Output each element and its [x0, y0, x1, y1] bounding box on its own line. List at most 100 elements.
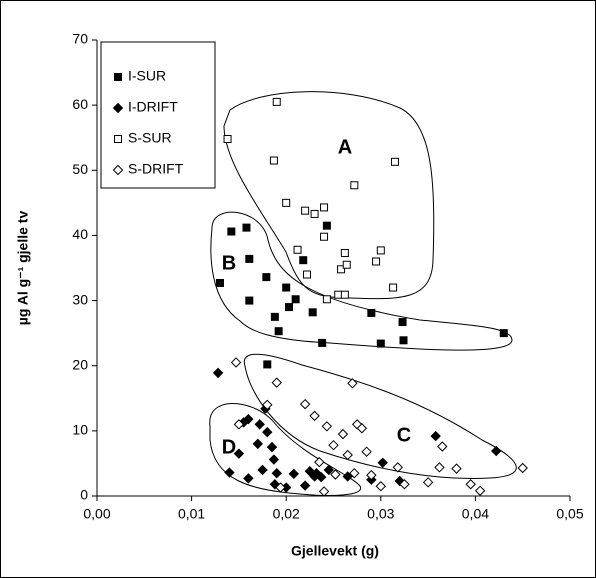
- x-tick-label: 0,00: [83, 506, 110, 522]
- point: [392, 462, 404, 473]
- x-axis-title: Gjellevekt (g): [291, 543, 379, 559]
- y-tick-label: 50: [72, 161, 88, 177]
- legend-marker: [112, 102, 124, 114]
- point: [437, 441, 448, 452]
- point: [342, 471, 353, 482]
- point: [262, 399, 273, 411]
- point: [342, 260, 351, 269]
- point: [320, 203, 329, 212]
- point: [254, 419, 265, 430]
- y-tick-label: 60: [72, 96, 88, 112]
- point: [465, 479, 476, 490]
- point: [233, 419, 245, 430]
- point: [334, 290, 343, 299]
- x-tick-label: 0,01: [178, 506, 205, 522]
- point: [224, 467, 235, 478]
- point: [215, 278, 224, 287]
- point: [282, 198, 291, 207]
- point: [337, 428, 349, 440]
- point: [230, 357, 242, 368]
- point: [340, 249, 349, 258]
- region-c: [243, 353, 517, 479]
- point: [328, 439, 339, 451]
- point: [399, 336, 408, 345]
- point: [375, 481, 387, 492]
- point: [299, 480, 311, 491]
- point: [499, 329, 508, 338]
- x-tick-label: 0,03: [367, 506, 394, 522]
- point: [491, 445, 502, 457]
- point: [274, 327, 283, 336]
- point: [252, 438, 264, 450]
- point: [376, 246, 385, 255]
- point: [310, 209, 319, 218]
- point: [434, 462, 445, 473]
- point: [347, 378, 358, 389]
- point: [422, 477, 434, 488]
- point: [430, 430, 441, 442]
- point: [272, 97, 281, 106]
- point: [282, 283, 291, 292]
- point: [271, 377, 282, 388]
- legend-marker: [114, 73, 122, 81]
- legend-label: I-DRIFT: [128, 99, 178, 115]
- point: [361, 446, 372, 457]
- region-label: D: [222, 436, 236, 458]
- region-label: A: [338, 136, 352, 158]
- point: [227, 227, 236, 236]
- y-tick-label: 30: [72, 291, 88, 307]
- point: [268, 454, 280, 465]
- y-axis-title: µg Al g⁻¹ gjelle tv: [15, 211, 31, 326]
- point: [350, 181, 359, 190]
- legend-marker: [112, 164, 124, 176]
- point: [309, 410, 320, 422]
- point: [367, 308, 376, 317]
- y-tick-label: 20: [72, 356, 88, 372]
- point: [451, 463, 462, 474]
- point: [342, 449, 353, 461]
- point: [399, 479, 410, 490]
- point: [243, 413, 254, 425]
- point: [318, 338, 327, 347]
- point: [323, 464, 334, 476]
- point: [351, 419, 363, 430]
- point: [270, 312, 279, 321]
- point: [301, 206, 310, 215]
- point: [330, 469, 341, 480]
- point: [212, 367, 224, 379]
- y-tick-label: 0: [80, 487, 88, 503]
- point: [266, 441, 278, 453]
- point: [293, 245, 302, 254]
- region-label: C: [397, 424, 411, 446]
- point: [223, 135, 232, 144]
- point: [356, 423, 368, 434]
- legend: [100, 41, 216, 189]
- point: [398, 318, 407, 327]
- point: [314, 456, 325, 468]
- point: [474, 485, 486, 496]
- legend-label: S-SUR: [128, 130, 172, 146]
- legend-marker: [114, 135, 122, 143]
- point: [320, 232, 329, 241]
- point: [257, 464, 268, 476]
- y-tick-label: 70: [72, 31, 88, 47]
- region-b: [210, 211, 513, 351]
- point: [271, 467, 282, 479]
- point: [322, 221, 331, 230]
- region-a: [223, 91, 435, 300]
- point: [304, 466, 316, 477]
- point: [349, 467, 360, 479]
- point: [299, 256, 308, 265]
- point: [337, 265, 346, 274]
- point: [291, 295, 300, 304]
- point: [377, 457, 388, 468]
- regions: [209, 91, 517, 496]
- legend-label: S-DRIFT: [128, 161, 184, 177]
- point: [299, 398, 311, 410]
- point: [315, 471, 327, 483]
- point: [318, 486, 330, 497]
- point: [366, 469, 377, 481]
- point: [262, 273, 271, 282]
